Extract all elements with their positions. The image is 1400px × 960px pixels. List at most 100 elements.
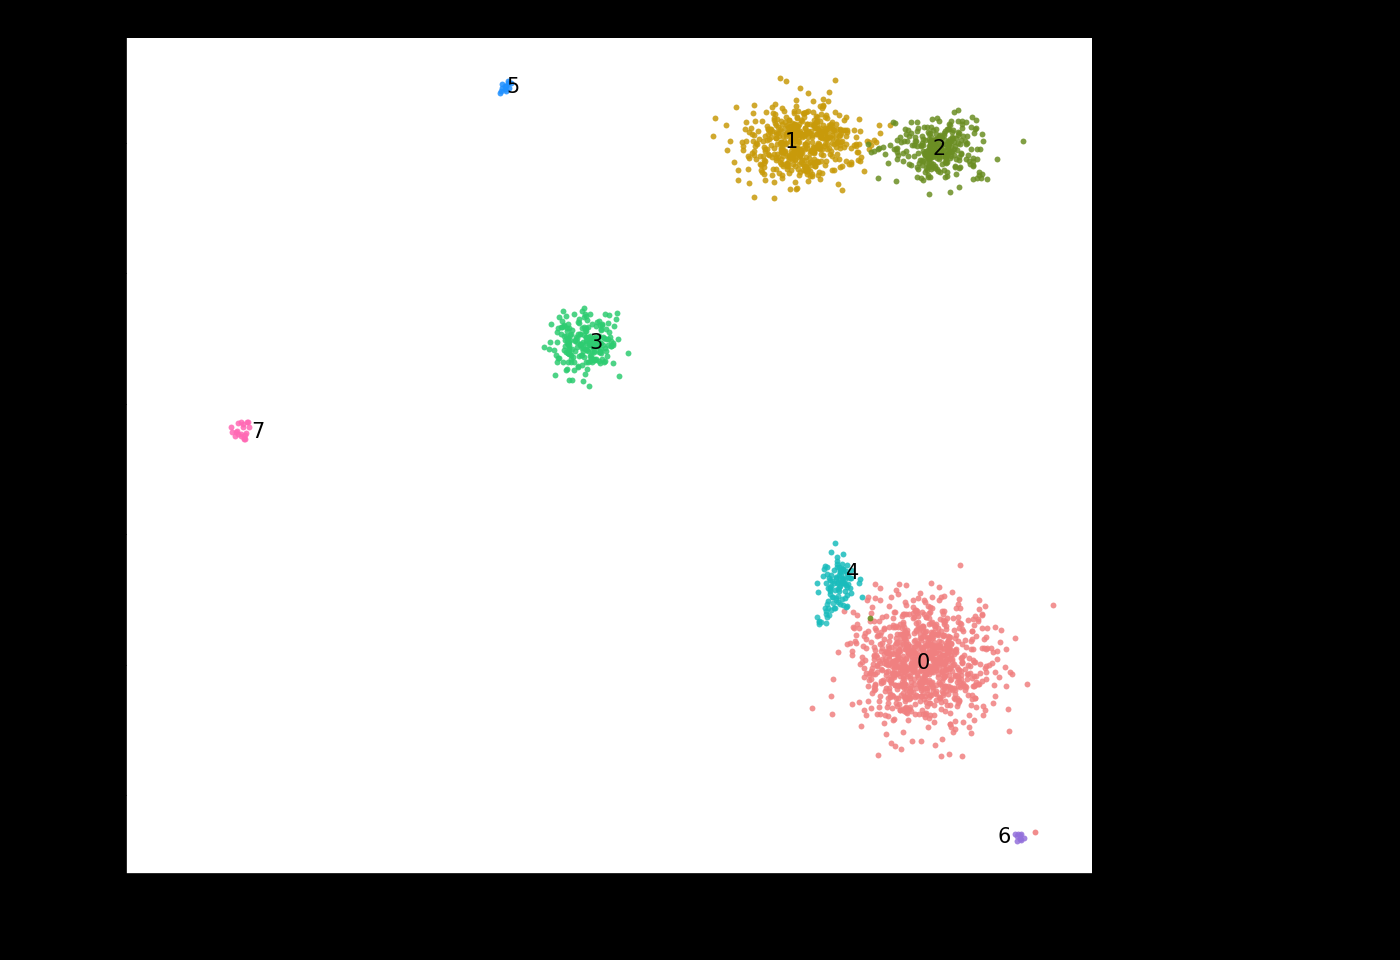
Point <box>902 684 924 700</box>
Point <box>920 137 942 153</box>
Point <box>591 336 613 351</box>
Point <box>939 150 962 165</box>
Point <box>883 678 906 693</box>
Point <box>827 559 850 574</box>
Point <box>1011 133 1033 149</box>
Point <box>867 707 889 722</box>
Point <box>826 576 848 591</box>
Point <box>584 337 606 352</box>
Point <box>910 688 932 704</box>
Point <box>230 428 252 444</box>
Point <box>892 654 914 669</box>
Point <box>918 631 941 646</box>
Point <box>939 643 962 659</box>
Point <box>890 657 913 672</box>
Point <box>931 156 953 172</box>
Point <box>899 648 921 663</box>
Point <box>822 589 844 605</box>
Point <box>963 121 986 136</box>
Point <box>924 160 946 176</box>
Point <box>809 130 832 145</box>
Point <box>914 164 937 180</box>
Point <box>829 125 851 140</box>
Point <box>944 159 966 175</box>
Point <box>960 698 983 713</box>
Point <box>967 168 990 183</box>
Point <box>875 643 897 659</box>
Point <box>574 354 596 370</box>
Point <box>951 650 973 665</box>
Point <box>937 633 959 648</box>
Point <box>783 146 805 161</box>
Point <box>832 570 854 586</box>
Point <box>864 682 886 697</box>
Point <box>757 147 780 162</box>
Point <box>574 324 596 339</box>
Point <box>883 605 906 620</box>
Point <box>918 126 941 141</box>
Point <box>916 682 938 697</box>
Point <box>820 567 843 583</box>
Point <box>787 126 809 141</box>
Point <box>855 133 878 149</box>
Point <box>829 564 851 580</box>
Point <box>820 114 843 130</box>
Point <box>932 136 955 152</box>
Point <box>916 631 938 646</box>
Point <box>832 133 854 149</box>
Point <box>589 322 612 337</box>
Point <box>826 557 848 572</box>
Point <box>585 339 608 354</box>
Point <box>847 695 869 710</box>
Point <box>892 133 914 149</box>
Point <box>932 588 955 603</box>
Point <box>946 609 969 624</box>
Point <box>946 667 969 683</box>
Point <box>938 116 960 132</box>
Point <box>874 632 896 647</box>
Point <box>833 139 855 155</box>
Point <box>920 615 942 631</box>
Point <box>952 129 974 144</box>
Point <box>910 703 932 718</box>
Point <box>557 372 580 387</box>
Point <box>921 651 944 666</box>
Point <box>994 641 1016 657</box>
Point <box>928 690 951 706</box>
Point <box>787 104 809 119</box>
Point <box>981 695 1004 710</box>
Point <box>756 122 778 137</box>
Point <box>790 112 812 128</box>
Point <box>897 688 920 704</box>
Point <box>925 132 948 147</box>
Point <box>748 124 770 139</box>
Point <box>965 674 987 689</box>
Point <box>890 660 913 676</box>
Point <box>784 152 806 167</box>
Point <box>882 665 904 681</box>
Point <box>780 143 802 158</box>
Point <box>843 138 865 154</box>
Point <box>927 636 949 652</box>
Point <box>494 84 517 99</box>
Point <box>578 306 601 322</box>
Point <box>918 660 941 676</box>
Point <box>924 660 946 675</box>
Point <box>910 662 932 678</box>
Point <box>885 659 907 674</box>
Point <box>892 725 914 740</box>
Point <box>904 133 927 149</box>
Point <box>932 685 955 701</box>
Point <box>864 620 886 636</box>
Point <box>545 347 567 362</box>
Point <box>928 645 951 660</box>
Point <box>939 650 962 665</box>
Point <box>221 425 244 441</box>
Point <box>938 137 960 153</box>
Point <box>783 146 805 161</box>
Point <box>862 656 885 671</box>
Point <box>904 696 927 711</box>
Point <box>914 667 937 683</box>
Point <box>896 645 918 660</box>
Point <box>868 694 890 709</box>
